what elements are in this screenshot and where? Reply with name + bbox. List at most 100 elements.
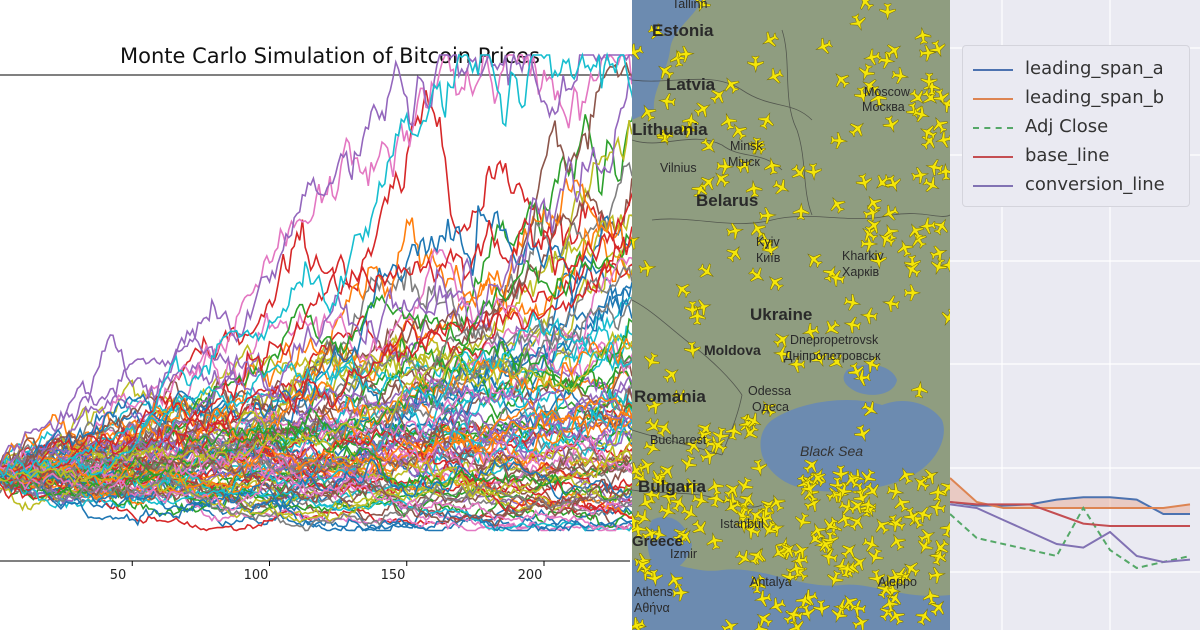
airplane-icon [832, 486, 850, 503]
airplane-icon [787, 356, 806, 373]
airplane-icon [903, 284, 922, 302]
airplane-icon [820, 548, 839, 566]
airplane-icon [726, 222, 745, 240]
airplane-icon [864, 219, 882, 234]
airplane-icon [847, 362, 864, 380]
simulation-path [0, 375, 632, 478]
airplane-icon [815, 37, 833, 54]
airplane-icon [724, 77, 740, 94]
map-background [632, 0, 950, 630]
airplane-icon [919, 44, 937, 62]
airplane-icon [642, 486, 661, 504]
airplane-icon [699, 448, 718, 465]
airplane-icon [691, 491, 710, 509]
simulation-path [0, 466, 632, 532]
airplane-icon [801, 322, 820, 340]
airplane-icon [862, 79, 880, 95]
airplane-icon [723, 483, 740, 499]
airplane-icon [772, 178, 790, 195]
map-label-country: Moldova [704, 342, 761, 358]
airplane-icon [676, 529, 691, 546]
airplane-icon [925, 159, 944, 176]
airplane-icon [875, 518, 890, 535]
map-label-city: Харків [842, 265, 880, 279]
simulation-path [0, 429, 632, 485]
legend-swatch [973, 156, 1013, 158]
airplane-icon [848, 514, 864, 532]
airplane-icon [849, 13, 866, 32]
airplane-icon [691, 181, 708, 200]
airplane-icon [870, 89, 888, 108]
map-label-city: Antalya [750, 575, 792, 589]
airplane-icon [732, 123, 748, 141]
airplane-icon [845, 471, 861, 489]
airplane-icon [692, 519, 707, 536]
airplane-icon [699, 176, 715, 192]
simulation-path [0, 409, 632, 501]
airplane-icon [840, 544, 856, 559]
legend-label: base_line [1025, 145, 1110, 166]
airplane-icon [743, 424, 759, 440]
airplane-icon [697, 263, 714, 278]
airplane-icon [750, 140, 767, 155]
simulation-path [0, 466, 632, 532]
airplane-icon [755, 510, 774, 527]
airplane-icon [736, 158, 753, 174]
simulation-path [0, 438, 632, 524]
airplane-icon [852, 369, 871, 387]
aircraft-markers [632, 0, 950, 630]
simulation-path [0, 205, 632, 487]
airplane-icon [920, 72, 938, 91]
airplane-icon [749, 576, 766, 594]
airplane-icon [641, 526, 659, 543]
airplane-icon [862, 535, 880, 552]
airplane-icon [724, 498, 742, 515]
airplane-icon [756, 233, 775, 250]
airplane-icon [881, 204, 900, 221]
airplane-icon [884, 44, 902, 60]
airplane-icon [672, 584, 690, 602]
airplane-icon [908, 223, 925, 241]
airplane-icon [810, 522, 827, 541]
airplane-icon [831, 605, 848, 624]
airplane-icon [915, 608, 932, 626]
airplane-icon [680, 121, 699, 138]
airplane-icon [647, 23, 666, 40]
map-label-city: Αθήνα [634, 601, 670, 615]
airplane-icon [827, 270, 846, 287]
airplane-icon [693, 102, 711, 118]
legend-item: Adj Close [963, 114, 1191, 143]
airplane-icon [894, 495, 911, 513]
simulation-path [0, 226, 632, 485]
airplane-icon [761, 240, 779, 259]
simulation-path [0, 265, 632, 495]
airplane-icon [858, 63, 875, 82]
ichimoku-line [950, 506, 1191, 570]
map-label-city: Tallinn [672, 0, 708, 11]
airplane-icon [632, 234, 641, 250]
legend-item: leading_span_b [963, 85, 1191, 114]
simulation-path [0, 260, 632, 472]
airplane-icon [769, 494, 786, 512]
airplane-icon [697, 428, 712, 445]
airplane-icon [735, 549, 752, 565]
airplane-icon [914, 26, 932, 45]
map-label-city: Bucharest [650, 433, 707, 447]
airplane-icon [935, 131, 950, 148]
legend-item: conversion_line [963, 172, 1191, 201]
airplane-icon [868, 569, 886, 587]
airplane-icon [813, 599, 830, 618]
airplane-icon [881, 595, 899, 614]
airplane-icon [748, 548, 764, 566]
airplane-icon [677, 45, 695, 63]
airplane-icon [929, 483, 947, 502]
airplane-icon [918, 217, 937, 235]
airplane-icon [911, 380, 928, 399]
airplane-icon [940, 256, 950, 274]
airplane-icon [795, 512, 812, 531]
airplane-icon [772, 345, 791, 363]
airplane-icon [779, 543, 796, 559]
airplane-icon [658, 502, 677, 519]
mediterranean-sea [632, 559, 950, 630]
legend-label: leading_span_b [1025, 87, 1165, 108]
